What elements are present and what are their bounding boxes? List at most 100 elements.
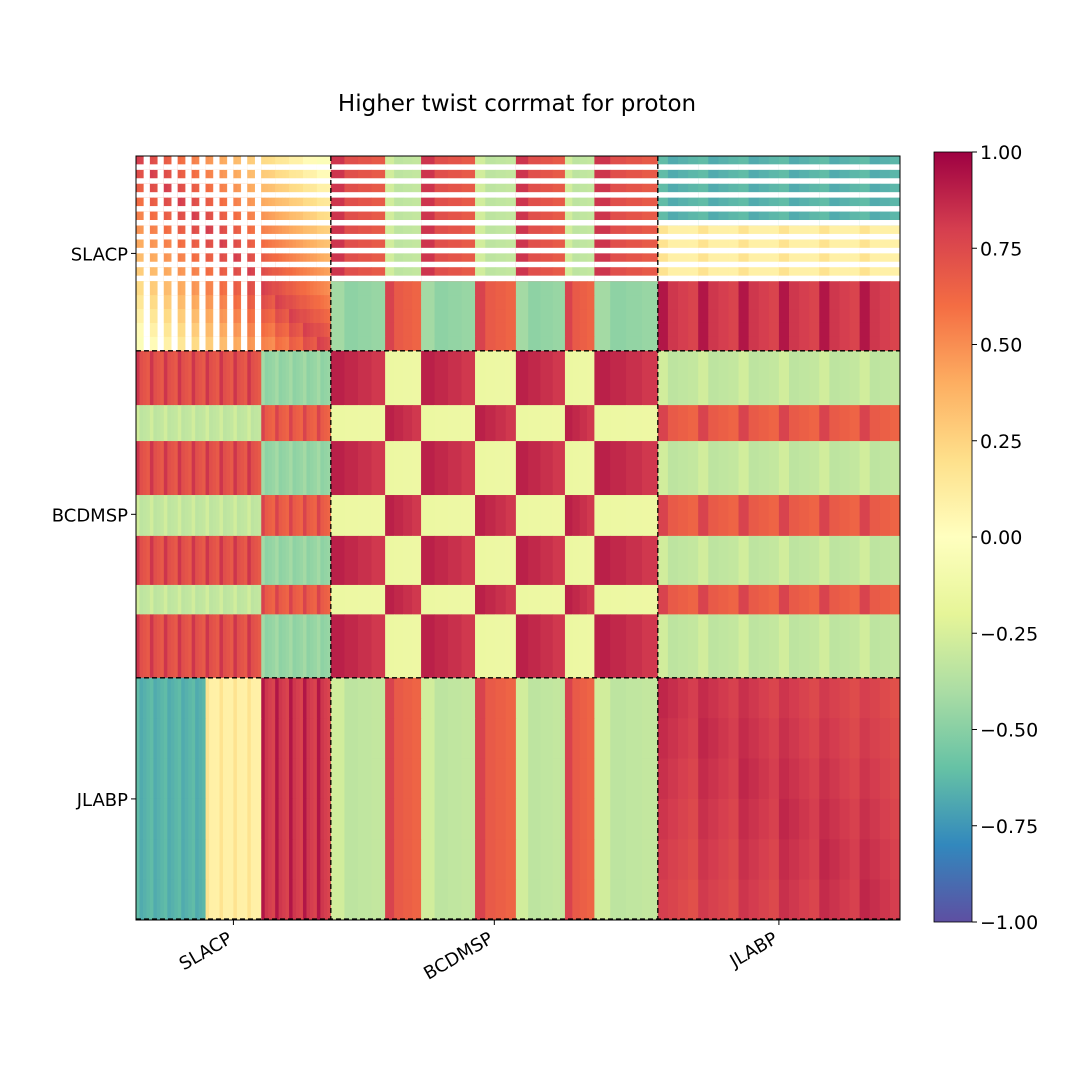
heatmap-cell: [748, 405, 760, 442]
heatmap-cell: [163, 336, 168, 352]
heatmap-cell: [313, 441, 318, 496]
heatmap-cell: [461, 309, 476, 324]
heatmap-cell: [323, 677, 328, 719]
heatmap-cell: [160, 614, 165, 679]
heatmap-cell: [292, 267, 297, 282]
heatmap-cell: [657, 309, 669, 324]
heatmap-cell: [768, 350, 780, 406]
heatmap-cell: [309, 839, 314, 881]
heatmap-cell: [156, 350, 161, 406]
heatmap-gap: [330, 192, 386, 198]
heatmap-cell: [579, 677, 588, 719]
heatmap-cell: [139, 677, 144, 719]
heatmap-cell: [250, 156, 255, 171]
heatmap-cell: [275, 350, 280, 406]
heatmap-cell: [156, 879, 161, 920]
heatmap-cell: [184, 614, 189, 679]
heatmap-cell: [403, 295, 413, 310]
heatmap-gap: [275, 164, 290, 170]
heatmap-cell: [323, 535, 328, 586]
heatmap-cell: [748, 225, 760, 240]
heatmap-cell: [572, 677, 581, 719]
heatmap-cell: [163, 239, 168, 254]
heatmap-gap: [177, 178, 193, 184]
heatmap-gap: [698, 192, 740, 198]
heatmap-cell: [475, 253, 486, 268]
heatmap-cell: [209, 839, 214, 881]
heatmap-gap: [564, 261, 595, 268]
heatmap-cell: [839, 441, 851, 496]
heatmap-cell: [285, 183, 290, 199]
heatmap-cell: [271, 295, 276, 310]
heatmap-gap: [302, 192, 318, 198]
heatmap-cell: [202, 495, 207, 537]
heatmap-cell: [528, 350, 541, 406]
heatmap-cell: [371, 798, 386, 840]
heatmap-cell: [641, 336, 659, 352]
heatmap-cell: [184, 584, 189, 615]
heatmap-cell: [167, 614, 172, 679]
heatmap-gap: [213, 225, 220, 240]
heatmap-cell: [177, 495, 182, 537]
heatmap-cell: [434, 309, 449, 324]
heatmap-cell: [205, 336, 210, 352]
heatmap-cell: [708, 405, 719, 442]
heatmap-cell: [136, 614, 140, 679]
heatmap-cell: [758, 405, 770, 442]
colorbar-axis: 1.000.750.500.250.00−0.25−0.50−0.75−1.00: [972, 142, 1038, 934]
heatmap-cell: [889, 758, 900, 800]
heatmap-gap: [157, 336, 164, 351]
heatmap-cell: [316, 211, 321, 227]
heatmap-cell: [829, 211, 840, 227]
heatmap-cell: [302, 584, 307, 615]
heatmap-cell: [461, 758, 476, 800]
heatmap-gap: [171, 197, 178, 212]
heatmap-cell: [167, 350, 172, 406]
heatmap-cell: [275, 225, 280, 240]
heatmap-cell: [485, 535, 496, 586]
heatmap-cell: [587, 584, 595, 615]
heatmap-cell: [799, 309, 810, 324]
heatmap-cell: [177, 267, 182, 282]
heatmap-gap: [191, 233, 207, 240]
heatmap-gap: [227, 336, 234, 351]
heatmap-cell: [209, 584, 214, 615]
heatmap-cell: [385, 798, 395, 840]
heatmap-cell: [819, 267, 830, 282]
heatmap-cell: [475, 839, 486, 881]
heatmap-gap: [241, 183, 248, 198]
heatmap-cell: [394, 614, 404, 679]
heatmap-cell: [564, 839, 573, 881]
heatmap-cell: [475, 322, 486, 338]
heatmap-cell: [809, 839, 820, 881]
heatmap-cell: [657, 253, 669, 268]
heatmap-cell: [869, 336, 881, 352]
heatmap-cell: [421, 677, 436, 719]
heatmap-gap: [859, 275, 900, 282]
heatmap-cell: [421, 584, 436, 615]
heatmap-cell: [316, 758, 321, 800]
heatmap-cell: [153, 758, 158, 800]
heatmap-cell: [292, 156, 297, 171]
heatmap-cell: [475, 405, 486, 442]
heatmap-cell: [170, 495, 175, 537]
heatmap-cell: [688, 441, 699, 496]
heatmap-cell: [205, 169, 210, 185]
heatmap-cell: [889, 322, 900, 338]
heatmap-gap: [261, 192, 276, 198]
heatmap-cell: [572, 405, 581, 442]
heatmap-cell: [271, 239, 276, 254]
heatmap-gap: [247, 261, 262, 268]
heatmap-cell: [421, 281, 436, 296]
heatmap-cell: [552, 441, 566, 496]
heatmap-cell: [718, 253, 729, 268]
heatmap-cell: [698, 295, 709, 310]
heatmap-cell: [859, 879, 871, 920]
heatmap-cell: [839, 322, 851, 338]
heatmap-cell: [306, 798, 311, 840]
heatmap-cell: [412, 281, 422, 296]
heatmap-cell: [327, 350, 332, 406]
heatmap-cell: [205, 322, 210, 338]
heatmap-cell: [610, 295, 627, 310]
heatmap-cell: [552, 614, 566, 679]
